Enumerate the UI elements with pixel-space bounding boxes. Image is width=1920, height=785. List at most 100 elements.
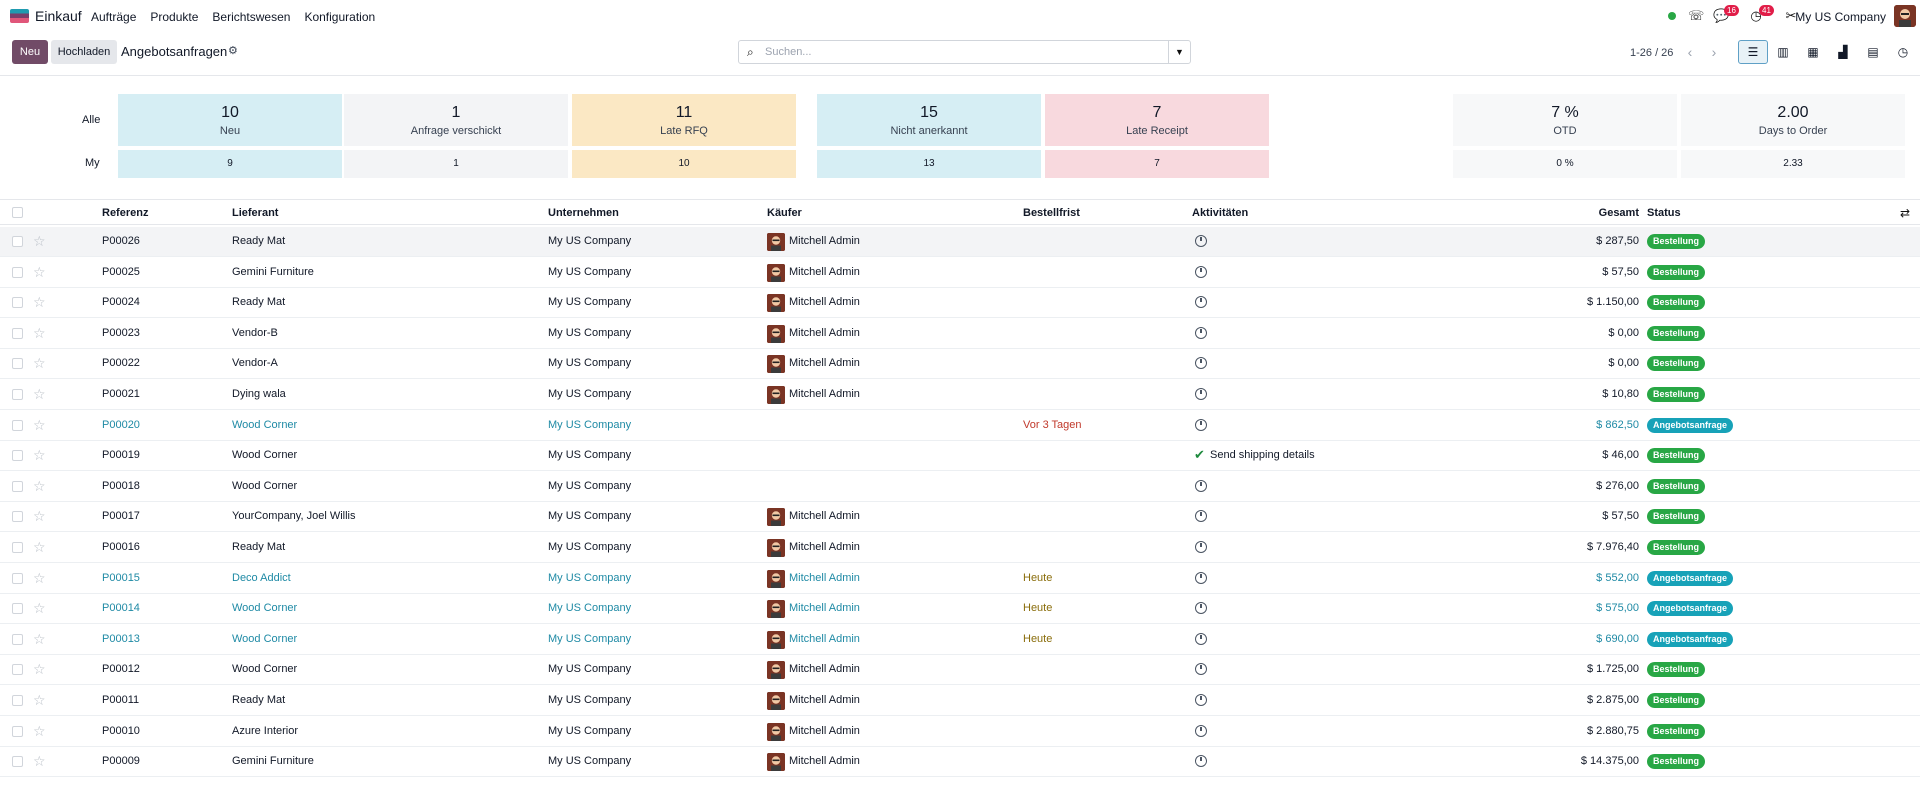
search-options-dropdown[interactable]: ▼ [1168,41,1190,63]
clock-icon[interactable]: ◷ [1750,8,1762,23]
activity-clock-icon[interactable] [1195,235,1207,247]
activity-clock-icon[interactable] [1195,541,1207,553]
star-icon[interactable]: ☆ [33,386,46,402]
pager-previous-button[interactable]: ‹ [1687,44,1693,60]
company-switcher[interactable]: My US Company [1795,10,1886,24]
kanban-view-icon[interactable]: ▥ [1777,45,1789,59]
tile-late-receipt-my[interactable]: 7 [1045,150,1269,178]
activity-clock-icon[interactable] [1195,388,1207,400]
star-icon[interactable]: ☆ [33,416,46,433]
star-icon[interactable]: ☆ [33,233,46,249]
row-checkbox[interactable] [12,542,23,553]
table-row[interactable]: ☆ P00018 Wood Corner My US Company $ 276,00 B… [0,472,1920,502]
tile-rfq-sent-all[interactable]: 1 Anfrage verschickt [344,94,568,146]
row-checkbox[interactable] [12,633,23,645]
star-icon[interactable]: ☆ [33,630,46,647]
table-row[interactable]: ☆ P00023 Vendor-B My US Company Mitchell Adm… [0,319,1920,349]
star-icon[interactable]: ☆ [33,477,46,494]
activity-view-icon[interactable]: ◷ [1897,45,1909,59]
row-checkbox[interactable] [12,756,23,768]
activity-clock-icon[interactable] [1195,418,1207,431]
column-header-reference[interactable]: Referenz [102,207,149,219]
table-row[interactable]: ☆ P00010 Azure Interior My US Company Mitche… [0,717,1920,747]
tile-late-rfq-my[interactable]: 10 [572,150,796,178]
column-header-total[interactable]: Gesamt [1598,207,1639,219]
table-row[interactable]: ☆ P00014 Wood Corner My US Company Mitchell … [0,594,1920,625]
table-row[interactable]: ☆ P00013 Wood Corner My US Company Mitchell … [0,625,1920,655]
row-checkbox[interactable] [12,358,23,370]
column-header-vendor[interactable]: Lieferant [232,207,279,219]
list-view-icon[interactable]: ☰ [1738,40,1768,64]
star-icon[interactable]: ☆ [33,600,46,617]
tile-rfq-sent-my[interactable]: 1 [344,150,568,178]
activity-clock-icon[interactable] [1195,694,1207,706]
row-checkbox[interactable] [12,725,23,737]
star-icon[interactable]: ☆ [33,661,46,678]
activity-clock-icon[interactable] [1195,510,1207,523]
activity-clock-icon[interactable] [1195,357,1207,370]
row-checkbox[interactable] [12,266,23,278]
table-row[interactable]: ☆ P00011 Ready Mat My US Company Mitchell Ad… [0,686,1920,716]
column-header-deadline[interactable]: Bestellfrist [1023,207,1080,219]
row-checkbox[interactable] [12,419,23,431]
star-icon[interactable]: ☆ [33,294,46,311]
pivot-view-icon[interactable]: ▦ [1807,45,1819,59]
table-row[interactable]: ☆ P00019 Wood Corner My US Company ✔ Send shi… [0,441,1920,472]
row-checkbox[interactable] [12,450,23,462]
column-header-status[interactable]: Status [1647,207,1681,219]
search-input[interactable]: Suchen... [765,46,812,58]
row-checkbox[interactable] [12,572,23,584]
star-icon[interactable]: ☆ [33,263,46,280]
menu-item-reporting[interactable]: Berichtswesen [212,10,291,24]
column-header-company[interactable]: Unternehmen [548,207,619,219]
row-checkbox[interactable] [12,695,23,706]
activity-clock-icon[interactable] [1195,632,1207,645]
star-icon[interactable]: ☆ [33,722,46,739]
new-button[interactable]: Neu [12,40,48,64]
menu-item-orders[interactable]: Aufträge [91,10,137,24]
table-row[interactable]: ☆ P00026 Ready Mat My US Company Mitchell Ad… [0,227,1920,257]
activity-clock-icon[interactable] [1195,602,1207,615]
table-row[interactable]: ☆ P00017 YourCompany, Joel Willis My US Com… [0,502,1920,533]
tile-not-acknowledged-my[interactable]: 13 [817,150,1041,178]
menu-item-products[interactable]: Produkte [150,10,199,24]
column-header-activities[interactable]: Aktivitäten [1192,207,1249,219]
table-row[interactable]: ☆ P00012 Wood Corner My US Company Mitchell … [0,655,1920,686]
star-icon[interactable]: ☆ [33,447,46,464]
select-all-checkbox[interactable] [12,207,23,218]
calendar-view-icon[interactable]: ▤ [1867,45,1879,59]
star-icon[interactable]: ☆ [33,508,46,525]
row-checkbox[interactable] [12,327,23,339]
tile-not-acknowledged-all[interactable]: 15 Nicht anerkannt [817,94,1041,146]
star-icon[interactable]: ☆ [33,569,46,586]
activity-clock-icon[interactable] [1195,296,1207,309]
tile-new-all[interactable]: 10 Neu [118,94,342,146]
row-checkbox[interactable] [12,389,23,400]
column-header-buyer[interactable]: Käufer [767,207,802,219]
star-icon[interactable]: ☆ [33,355,46,372]
table-row[interactable]: ☆ P00021 Dying wala My US Company Mitchell A… [0,380,1920,410]
tile-late-rfq-all[interactable]: 11 Late RFQ [572,94,796,146]
row-checkbox[interactable] [12,603,23,615]
activity-clock-icon[interactable] [1195,479,1207,492]
table-row[interactable]: ☆ P00015 Deco Addict My US Company Mitchell … [0,564,1920,594]
table-row[interactable]: ☆ P00009 Gemini Furniture My US Company Mitc… [0,747,1920,778]
star-icon[interactable]: ☆ [33,324,46,341]
phone-icon[interactable]: ☏ [1688,8,1705,23]
table-row[interactable]: ☆ P00022 Vendor-A My US Company Mitchell Adm… [0,349,1920,380]
activity-clock-icon[interactable] [1195,326,1207,339]
activity-clock-icon[interactable] [1195,571,1207,584]
graph-view-icon[interactable]: ▟ [1838,45,1848,59]
row-checkbox[interactable] [12,297,23,309]
row-checkbox[interactable] [12,480,23,492]
activity-clock-icon[interactable] [1195,663,1207,676]
star-icon[interactable]: ☆ [33,692,46,708]
tile-late-receipt-all[interactable]: 7 Late Receipt [1045,94,1269,146]
menu-item-configuration[interactable]: Konfiguration [304,10,376,24]
star-icon[interactable]: ☆ [33,753,46,770]
tools-icon[interactable]: ✂ [1785,8,1797,23]
table-row[interactable]: ☆ P00020 Wood Corner My US Company Vor 3 Tag… [0,411,1920,441]
table-row[interactable]: ☆ P00025 Gemini Furniture My US Company Mitc… [0,258,1920,288]
tile-new-my[interactable]: 9 [118,150,342,178]
user-avatar[interactable] [1894,5,1916,27]
